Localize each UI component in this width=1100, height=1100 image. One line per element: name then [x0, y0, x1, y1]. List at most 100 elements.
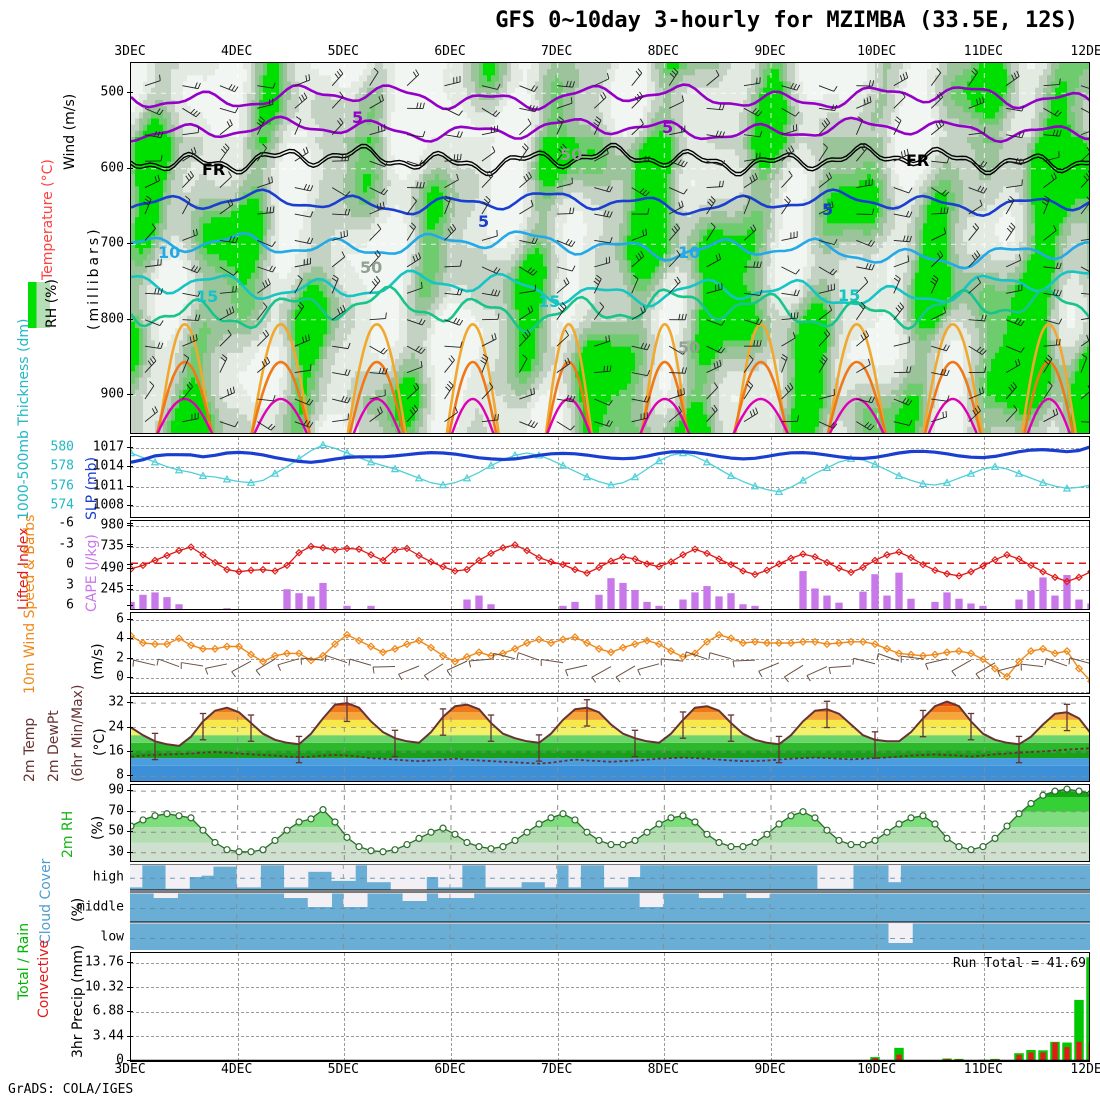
cloud-row-label-low: low: [100, 929, 124, 945]
y-tick-mark: [127, 92, 133, 94]
gridline-h: [131, 526, 1089, 528]
gridline-v: [237, 437, 239, 517]
gridline-h: [131, 620, 1089, 622]
y-tick-6: 6: [116, 611, 124, 627]
y-tick-10.32: 10.32: [84, 979, 124, 995]
contour-label-5-2: 5: [478, 212, 490, 231]
footer-credit: GrADS: COLA/IGES: [8, 1082, 134, 1097]
gridline-v: [984, 437, 986, 517]
y-tick-mark: [127, 831, 133, 833]
gridline-v: [771, 437, 772, 517]
gridline-h: [131, 448, 1089, 450]
y-tick-16: 16: [108, 743, 124, 759]
x-tick-3dec: 3DEC: [114, 44, 146, 59]
y-tick-0: 0: [116, 669, 124, 685]
x-tick-7dec: 7DEC: [541, 44, 573, 59]
y-tick-3.44: 3.44: [92, 1028, 124, 1044]
contour-label-15-6: 15: [196, 287, 219, 306]
y-tick-580: 580: [50, 439, 74, 455]
y-tick-mark: [127, 546, 133, 548]
x-tick-11dec: 11DEC: [963, 1062, 1003, 1077]
y-tick-mark: [127, 619, 133, 621]
y-tick-mark: [127, 485, 133, 487]
x-tick-12dec: 12DEC: [1070, 44, 1100, 59]
y-tick-mark: [127, 676, 133, 678]
y-tick-6: 6: [66, 597, 74, 613]
gridline-v: [664, 437, 666, 517]
gridline-v: [451, 437, 452, 517]
y-tick-mark: [127, 726, 133, 728]
y-tick-800: 800: [100, 311, 124, 327]
gridline-h: [131, 658, 1089, 660]
gridline-v: [664, 953, 666, 1061]
gridline-h: [131, 467, 1089, 469]
y-tick-mark: [127, 567, 133, 569]
gridline-v: [877, 953, 879, 1061]
y-tick-980: 980: [100, 517, 124, 533]
contour-label-50-13: 50: [678, 338, 701, 357]
temp-dewpoint-panel: [130, 696, 1090, 782]
y-tick-mark: [127, 790, 133, 792]
gridline-h: [131, 505, 1089, 507]
x-tick-6dec: 6DEC: [434, 44, 466, 59]
y-tick-mark: [127, 466, 133, 468]
gridline-v: [557, 437, 559, 517]
gridline-v: [771, 521, 772, 609]
y-tick-900: 900: [100, 386, 124, 402]
gridline-v: [557, 953, 559, 1061]
gridline-h: [131, 677, 1089, 679]
x-tick-6dec: 6DEC: [434, 1062, 466, 1077]
gridline-v: [451, 953, 452, 1061]
contour-label-15-8: 15: [838, 286, 861, 305]
precip-run-total: Run Total = 41.69: [952, 956, 1086, 971]
y-tick-mark: [127, 522, 133, 524]
y-tick-mark: [127, 447, 133, 449]
y-tick-mark: [127, 525, 133, 527]
gridline-v: [771, 953, 772, 1061]
y-tick-245: 245: [100, 581, 124, 597]
gridline-v: [877, 613, 879, 693]
gridline-v: [984, 613, 986, 693]
x-tick-7dec: 7DEC: [541, 1062, 573, 1077]
y-tick-mark: [127, 1011, 133, 1013]
y-tick-2: 2: [116, 650, 124, 666]
y-tick-574: 574: [50, 497, 74, 513]
x-tick-8dec: 8DEC: [647, 1062, 679, 1077]
y-tick-mark: [127, 851, 133, 853]
page-title: GFS 0~10day 3-hourly for MZIMBA (33.5E, …: [495, 8, 1078, 33]
y-tick-490: 490: [100, 560, 124, 576]
gridline-v: [344, 521, 346, 609]
y-tick-3: 3: [66, 577, 74, 593]
y-tick-mark: [127, 1035, 133, 1037]
gridline-h: [131, 547, 1089, 549]
y-tick-mark: [127, 810, 133, 812]
contour-label-fr-10: FR: [906, 151, 930, 170]
x-tick-10dec: 10DEC: [857, 1062, 897, 1077]
contour-label-50-11: 50: [360, 258, 383, 277]
x-tick-3dec: 3DEC: [114, 1062, 146, 1077]
y-tick-mark: [127, 588, 133, 590]
gridline-v: [877, 437, 879, 517]
gridline-h: [131, 692, 1089, 693]
wind-10m-panel: [130, 612, 1090, 694]
rh-2m-panel: [130, 784, 1090, 862]
x-tick-9dec: 9DEC: [754, 1062, 786, 1077]
gridline-v: [237, 613, 239, 693]
y-tick-13.76: 13.76: [84, 954, 124, 970]
y-tick-32: 32: [108, 694, 124, 710]
gridline-v: [344, 953, 346, 1061]
y-tick--6: -6: [58, 515, 74, 531]
contour-label-15-7: 15: [538, 292, 561, 311]
gridline-v: [771, 613, 772, 693]
x-tick-5dec: 5DEC: [327, 44, 359, 59]
wind-10m-label: 10m Wind Speed & Barbs: [22, 514, 38, 694]
y-tick-1017: 1017: [92, 439, 124, 455]
cloud-row-label-high: high: [92, 869, 124, 885]
upper-air-wind-label: Wind (m/s): [62, 93, 78, 170]
y-tick-mark: [127, 605, 133, 607]
contour-label-fr-9: FR: [202, 160, 226, 179]
y-tick-mark: [127, 585, 133, 587]
upper-air-panel: [130, 62, 1090, 434]
y-tick-mark: [127, 504, 133, 506]
precip-axis-label: 3hr Precip (mm): [70, 944, 86, 1058]
